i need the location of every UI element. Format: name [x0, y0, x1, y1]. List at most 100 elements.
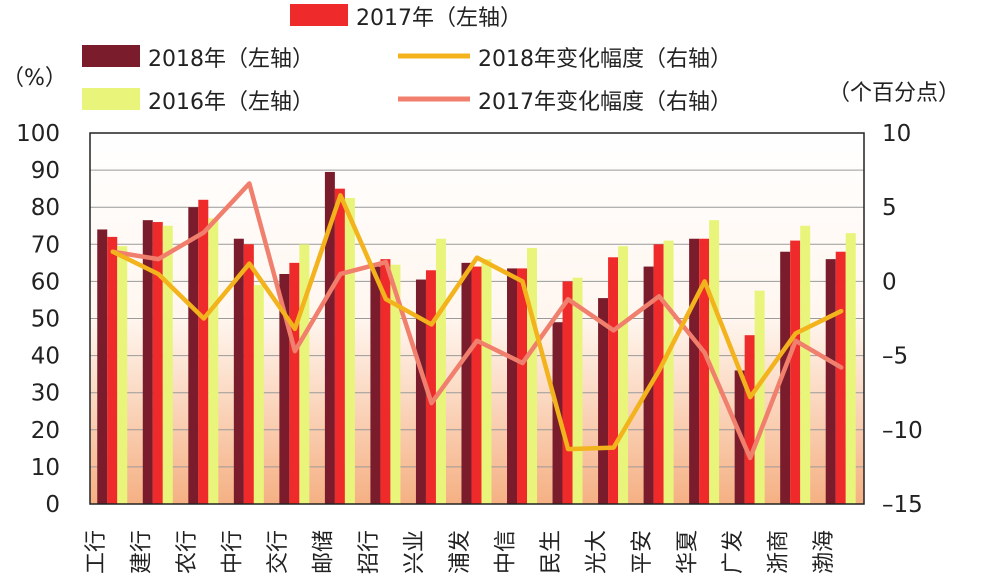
- right-tick-label: 10: [882, 121, 911, 147]
- right-tick-label: –5: [882, 344, 908, 370]
- bar-2017: [334, 188, 345, 504]
- category-label: 民生: [539, 530, 564, 574]
- bar-2017: [198, 199, 209, 504]
- bar-2018: [142, 220, 153, 504]
- bar-2017: [790, 240, 801, 504]
- bar-2016: [663, 240, 674, 504]
- category-labels: 工行 建行 农行 中行 交行 邮储 招行 兴业 浦发 中信 民生 光大 平安 华夏 广发 浙商 渤海: [84, 530, 837, 574]
- bar-2017: [608, 257, 619, 504]
- bar-2018: [689, 238, 700, 505]
- bar-2016: [344, 197, 355, 505]
- legend-2017-line-label: 2017年变化幅度（右轴）: [478, 90, 732, 115]
- category-label: 华夏: [676, 530, 701, 574]
- legend-2018-bar-swatch: [82, 45, 140, 67]
- category-label: 中行: [220, 530, 245, 574]
- left-axis-label: （%）: [2, 66, 67, 91]
- category-label: 兴业: [402, 530, 427, 574]
- bar-2018: [598, 298, 609, 504]
- bar-2016: [709, 220, 720, 504]
- bar-2018: [370, 266, 381, 504]
- bar-2017: [517, 268, 528, 504]
- bar-2017: [380, 259, 391, 504]
- left-tick-label: 50: [31, 307, 60, 333]
- bar-2016: [162, 225, 173, 504]
- bar-2018: [188, 207, 199, 504]
- category-label: 邮储: [311, 530, 336, 574]
- bar-2018: [825, 259, 836, 504]
- bar-2016: [618, 246, 629, 504]
- bar-2016: [481, 259, 492, 504]
- bar-2016: [208, 218, 219, 504]
- legend-2016-bar-swatch: [82, 88, 140, 110]
- category-label: 浙商: [767, 530, 792, 574]
- category-label: 广发: [721, 530, 746, 574]
- bar-2017: [744, 335, 755, 504]
- bar-2016: [390, 264, 401, 504]
- legend-2016-bar-label: 2016年（左轴）: [148, 90, 314, 115]
- bar-2017: [471, 266, 482, 504]
- line-2017-change: [110, 181, 844, 461]
- left-tick-label: 20: [31, 418, 60, 444]
- bar-2018: [233, 238, 244, 505]
- bar-2018: [97, 229, 108, 504]
- bar-2016: [754, 290, 765, 504]
- category-label: 建行: [129, 530, 154, 574]
- left-tick-label: 0: [45, 492, 60, 518]
- bar-2016: [117, 246, 128, 504]
- lines: [110, 181, 844, 461]
- bar-2016: [299, 244, 310, 505]
- bar-2016: [253, 285, 264, 504]
- bar-2016: [435, 238, 446, 505]
- legend-2018-bar-label: 2018年（左轴）: [148, 47, 314, 72]
- bar-2018: [279, 273, 290, 504]
- legend-2017-bar-swatch: [290, 4, 348, 26]
- bar-2017: [243, 244, 254, 505]
- bar-2016: [845, 233, 856, 505]
- right-tick-label: 5: [882, 195, 897, 221]
- category-label: 工行: [84, 530, 109, 574]
- bar-2017: [425, 270, 436, 504]
- left-tick-label: 30: [31, 381, 60, 407]
- bar-2018: [324, 171, 335, 504]
- bar-2017: [562, 281, 573, 504]
- left-tick-label: 60: [31, 269, 60, 295]
- right-axis-ticks: 10 5 0 –5 –10 –15: [882, 121, 923, 518]
- bar-2017: [289, 262, 300, 504]
- right-tick-label: –15: [882, 492, 923, 518]
- right-tick-label: –10: [882, 418, 923, 444]
- legend-2018-line-label: 2018年变化幅度（右轴）: [478, 47, 732, 72]
- bar-2017: [835, 251, 846, 504]
- bar-2017: [107, 236, 118, 504]
- bar-2016: [527, 248, 538, 504]
- right-axis-label: （个百分点）: [828, 81, 960, 106]
- bar-2016: [572, 277, 583, 504]
- left-tick-label: 90: [31, 158, 60, 184]
- left-tick-label: 70: [31, 232, 60, 258]
- category-label: 浦发: [448, 530, 473, 574]
- bar-2018: [780, 251, 791, 504]
- category-label: 交行: [266, 530, 291, 574]
- category-label: 渤海: [812, 530, 837, 574]
- left-tick-label: 40: [31, 344, 60, 370]
- left-tick-label: 80: [31, 195, 60, 221]
- bar-2018: [415, 279, 426, 504]
- plot-frame: [89, 132, 865, 505]
- line-2018-change: [110, 193, 844, 452]
- category-label: 中信: [494, 530, 519, 574]
- right-tick-label: 0: [882, 269, 897, 295]
- bar-2018: [461, 262, 472, 504]
- category-label: 农行: [175, 530, 200, 574]
- bar-2017: [699, 238, 710, 505]
- bar-2018: [507, 268, 518, 504]
- left-tick-label: 10: [31, 455, 60, 481]
- left-tick-label: 100: [16, 121, 60, 147]
- legend-2017-bar-label: 2017年（左轴）: [356, 6, 522, 31]
- bar-2017: [152, 222, 163, 505]
- category-label: 平安: [630, 530, 655, 574]
- legend: 2017年（左轴） 2018年（左轴） 2018年变化幅度（右轴） 2016年（左轴）…: [82, 4, 732, 115]
- category-label: 光大: [585, 530, 610, 574]
- bar-2016: [800, 225, 811, 504]
- category-label: 招行: [357, 530, 382, 574]
